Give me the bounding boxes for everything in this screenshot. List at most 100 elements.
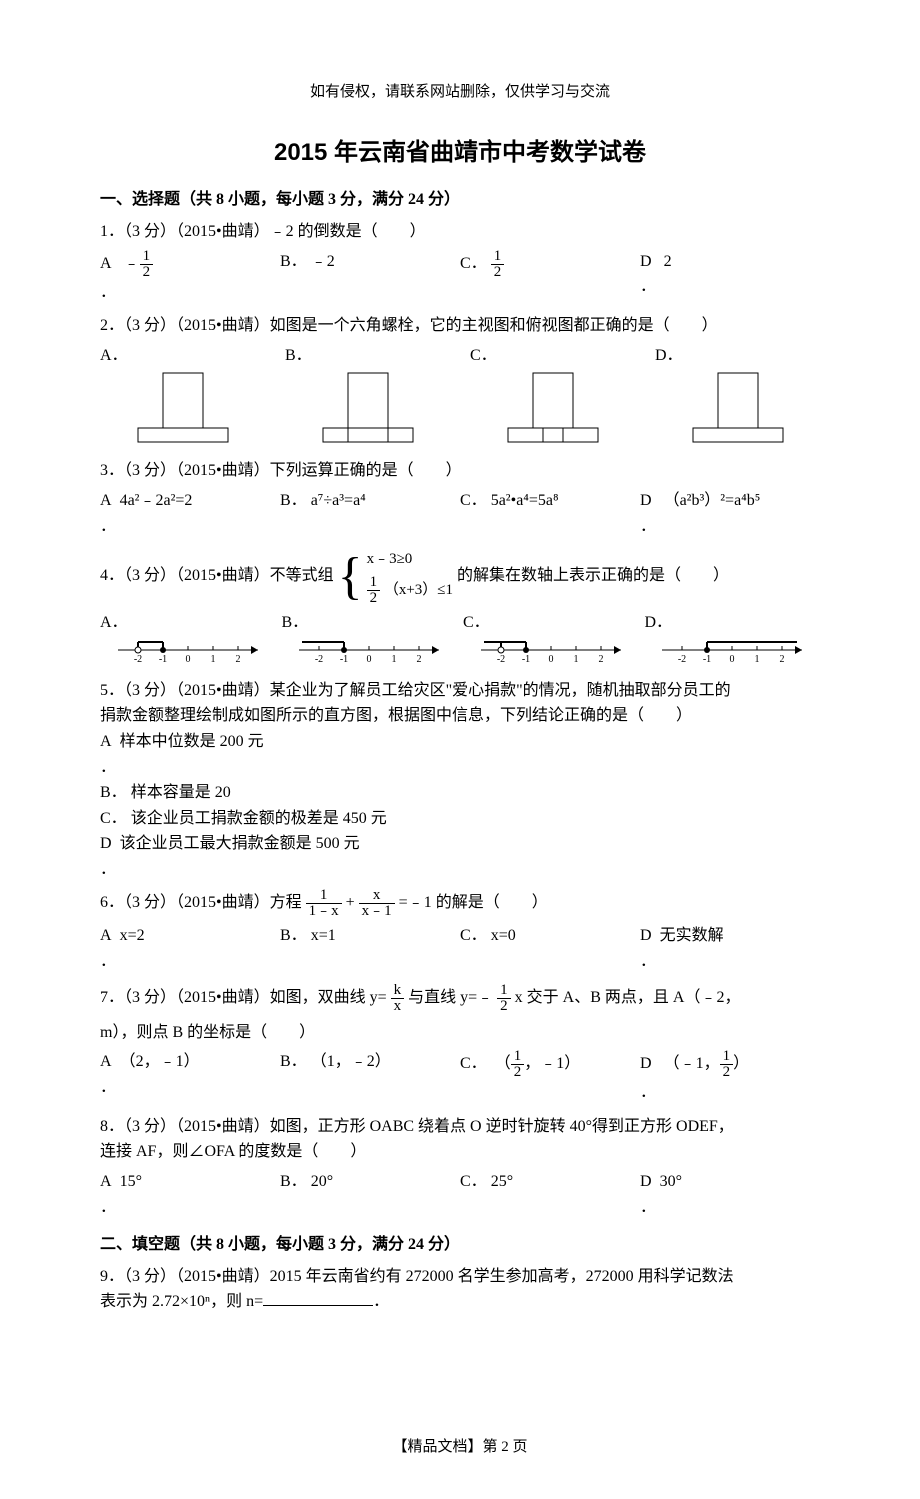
q1-a-label: A — [100, 255, 112, 272]
q8-c-label: C． — [460, 1173, 487, 1190]
svg-text:-2: -2 — [678, 654, 686, 665]
q6-plus: + — [346, 895, 355, 912]
q6-b-text: x=1 — [311, 927, 336, 944]
brace-icon: { — [338, 551, 363, 603]
question-2: 2．（3 分）（2015•曲靖）如图是一个六角螺栓，它的主视图和俯视图都正确的是… — [100, 313, 820, 339]
q8-opt-c: C． 25° — [460, 1169, 640, 1220]
q1-opt-c: C． 12 — [460, 249, 640, 306]
q5-d-label: D — [100, 835, 112, 852]
q7-opt-c: C． （12，﹣1） — [460, 1049, 640, 1106]
frac-den: 2 — [511, 1065, 525, 1080]
q6-opt-d: D 无实数解． — [640, 923, 820, 974]
q1-b-label: B． — [280, 253, 307, 270]
frac-num: 1 — [367, 575, 381, 591]
q1-d-text: 2 — [664, 253, 672, 270]
svg-text:0: 0 — [367, 654, 372, 665]
q6-frac2: xx﹣1 — [359, 888, 395, 919]
q8-opt-b: B． 20° — [280, 1169, 460, 1220]
q4-inequality-system: { x﹣3≥0 12 （x+3）≤1 — [338, 547, 453, 606]
q7-d-post: ） — [733, 1055, 749, 1072]
q1-c-frac: 12 — [491, 249, 505, 280]
q3-c-label: C． — [460, 492, 487, 509]
q2-opt-b: B． — [285, 343, 450, 449]
q8-d-text: 30° — [660, 1173, 682, 1190]
q4-opt-d: D． -2 -1 0 1 2 — [645, 610, 821, 670]
q4-c-label: C． — [463, 614, 490, 631]
q5-c-label: C． — [100, 810, 127, 827]
q6-a-label: A — [100, 927, 112, 944]
svg-text:-1: -1 — [340, 654, 348, 665]
q4-d-label: D． — [645, 614, 673, 631]
frac-den: 2 — [720, 1065, 734, 1080]
q1-stem: 1．（3 分）（2015•曲靖）﹣2 的倒数是（ ） — [100, 223, 426, 240]
q5-d-text: 该企业员工最大捐款金额是 500 元 — [120, 835, 360, 852]
frac-den: 2 — [497, 999, 511, 1014]
q4-opt-b: B． -2 -1 0 1 2 — [282, 610, 458, 670]
q4-b-label: B． — [282, 614, 309, 631]
q3-opt-a: A 4a²﹣2a²=2． — [100, 488, 280, 539]
q3-d-label: D — [640, 492, 652, 509]
svg-text:-2: -2 — [134, 654, 142, 665]
q3-opt-c: C． 5a²•a⁴=5a⁸ — [460, 488, 640, 539]
svg-text:1: 1 — [755, 654, 760, 665]
q5-options: A 样本中位数是 200 元． B． 样本容量是 20 C． 该企业员工捐款金额… — [100, 729, 820, 883]
svg-text:1: 1 — [210, 654, 215, 665]
hexbolt-shape-d — [683, 368, 793, 448]
q6-stem-pre: 6．（3 分）（2015•曲靖）方程 — [100, 895, 302, 912]
svg-text:0: 0 — [730, 654, 735, 665]
q3-opt-b: B． a⁷÷a³=a⁴ — [280, 488, 460, 539]
frac-num: k — [391, 983, 405, 999]
question-6: 6．（3 分）（2015•曲靖）方程 11﹣x + xx﹣1 =﹣1 的解是（ … — [100, 888, 820, 919]
q4-opt-a: A． -2 -1 0 1 2 — [100, 610, 276, 670]
q2-options: A． B． C． D． — [100, 343, 820, 449]
q5-b-text: 样本容量是 20 — [131, 784, 231, 801]
svg-text:0: 0 — [185, 654, 190, 665]
q3-options: A 4a²﹣2a²=2． B． a⁷÷a³=a⁴ C． 5a²•a⁴=5a⁸ D… — [100, 488, 820, 539]
q7-a-text: （2，﹣1） — [120, 1053, 200, 1070]
svg-text:-1: -1 — [159, 654, 167, 665]
q9-line1: 9．（3 分）（2015•曲靖）2015 年云南省约有 272000 名学生参加… — [100, 1264, 820, 1290]
q6-opt-a: A x=2． — [100, 923, 280, 974]
q6-opt-b: B． x=1 — [280, 923, 460, 974]
section1-heading: 一、选择题（共 8 小题，每小题 3 分，满分 24 分） — [100, 187, 820, 213]
q3-opt-d: D （a²b³）²=a⁴b⁵． — [640, 488, 820, 539]
svg-text:-2: -2 — [315, 654, 323, 665]
svg-text:-1: -1 — [703, 654, 711, 665]
q3-a-text: 4a²﹣2a²=2 — [120, 492, 193, 509]
frac-den: 2 — [140, 265, 154, 280]
q2-c-label: C． — [470, 343, 635, 369]
q4-opt-c: C． -2 -1 0 1 2 — [463, 610, 639, 670]
q2-a-label: A． — [100, 343, 265, 369]
frac-num: x — [359, 888, 395, 904]
q8-stem2: 连接 AF，则∠OFA 的度数是（ ） — [100, 1139, 820, 1165]
page-footer: 【精品文档】第 2 页 — [100, 1435, 820, 1459]
q5-a-text: 样本中位数是 200 元 — [120, 733, 264, 750]
frac-den: x﹣1 — [359, 904, 395, 919]
q7-c-post: ，﹣1） — [524, 1055, 580, 1072]
q3-b-label: B． — [280, 492, 307, 509]
q5-c-text: 该企业员工捐款金额的极差是 450 元 — [131, 810, 387, 827]
q5-opt-a: A 样本中位数是 200 元． — [100, 729, 820, 780]
q6-a-text: x=2 — [120, 927, 145, 944]
q1-opt-b: B． ﹣2 — [280, 249, 460, 306]
q5-b-label: B． — [100, 784, 127, 801]
q3-stem: 3．（3 分）（2015•曲靖）下列运算正确的是（ ） — [100, 462, 462, 479]
svg-text:-1: -1 — [522, 654, 530, 665]
q7-opt-d: D （﹣1，12） ． — [640, 1049, 820, 1106]
q3-a-label: A — [100, 492, 112, 509]
q7-stem-pre: 7．（3 分）（2015•曲靖）如图，双曲线 y= — [100, 989, 387, 1006]
q2-b-label: B． — [285, 343, 450, 369]
q8-b-text: 20° — [311, 1173, 333, 1190]
svg-text:1: 1 — [392, 654, 397, 665]
q3-c-text: 5a²•a⁴=5a⁸ — [491, 492, 559, 509]
q7-b-text: （1，﹣2） — [311, 1053, 391, 1070]
q4-ineq2: 12 （x+3）≤1 — [367, 575, 453, 606]
q7-b-label: B． — [280, 1053, 307, 1070]
q7-opt-b: B． （1，﹣2） — [280, 1049, 460, 1106]
q5-opt-c: C． 该企业员工捐款金额的极差是 450 元 — [100, 806, 820, 832]
numberline-d: -2 -1 0 1 2 — [657, 636, 807, 670]
q7-d-frac: 12 — [720, 1049, 734, 1080]
q7-opt-a: A （2，﹣1）． — [100, 1049, 280, 1106]
q2-opt-a: A． — [100, 343, 265, 449]
frac-num: 1 — [720, 1049, 734, 1065]
